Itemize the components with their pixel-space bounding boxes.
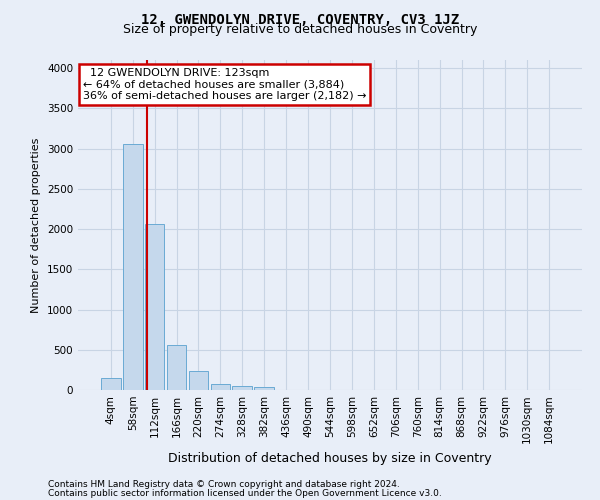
Text: Contains public sector information licensed under the Open Government Licence v3: Contains public sector information licen… [48, 488, 442, 498]
Bar [167, 345, 187, 390]
Bar [101, 378, 121, 390]
Bar [145, 224, 164, 390]
Text: Contains HM Land Registry data © Crown copyright and database right 2024.: Contains HM Land Registry data © Crown c… [48, 480, 400, 489]
Bar [211, 384, 230, 390]
Text: 12, GWENDOLYN DRIVE, COVENTRY, CV3 1JZ: 12, GWENDOLYN DRIVE, COVENTRY, CV3 1JZ [141, 12, 459, 26]
Bar [254, 387, 274, 390]
X-axis label: Distribution of detached houses by size in Coventry: Distribution of detached houses by size … [168, 452, 492, 465]
Bar [188, 370, 208, 390]
Bar [123, 144, 143, 390]
Text: 12 GWENDOLYN DRIVE: 123sqm  
← 64% of detached houses are smaller (3,884)
36% of: 12 GWENDOLYN DRIVE: 123sqm ← 64% of deta… [83, 68, 367, 102]
Bar [232, 386, 252, 390]
Text: Size of property relative to detached houses in Coventry: Size of property relative to detached ho… [123, 22, 477, 36]
Y-axis label: Number of detached properties: Number of detached properties [31, 138, 41, 312]
